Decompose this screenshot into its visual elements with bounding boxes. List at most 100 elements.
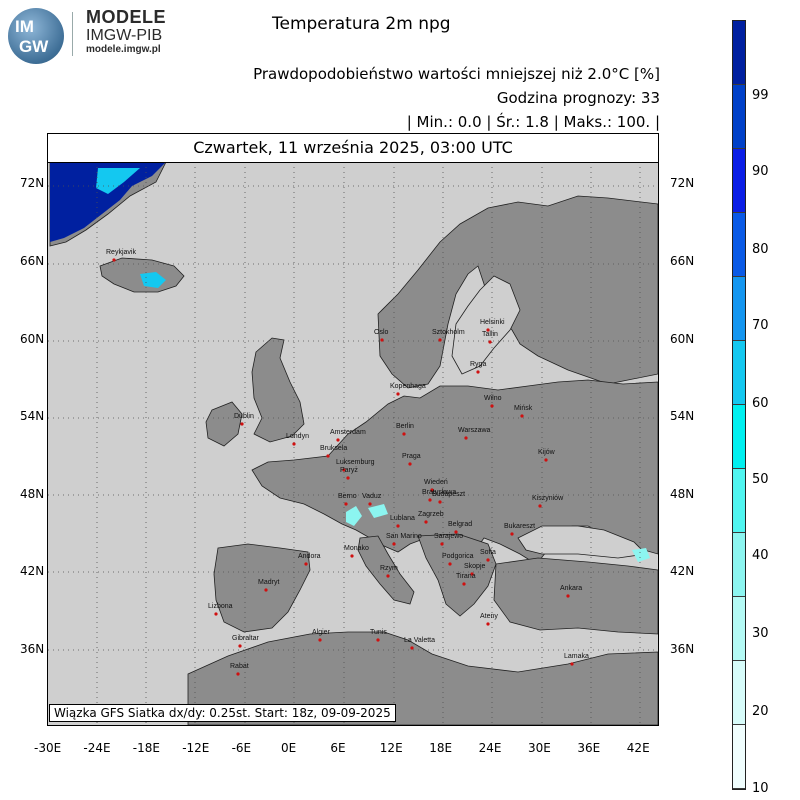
city-marker xyxy=(544,458,548,462)
city-label: Monako xyxy=(344,545,369,552)
city-label: Berno xyxy=(338,493,357,500)
city-label: Rabat xyxy=(230,663,249,670)
italy-land xyxy=(357,535,415,605)
city-marker xyxy=(408,462,412,466)
city-marker xyxy=(396,392,400,396)
city-marker xyxy=(342,468,346,472)
city-label: Berlin xyxy=(396,423,414,430)
chart-title: Temperatura 2m npg xyxy=(272,14,451,34)
scale-segment xyxy=(733,725,745,789)
probability-shading xyxy=(50,162,650,562)
scale-label: 60 xyxy=(752,396,769,411)
city-label: Wilno xyxy=(484,395,502,402)
longitude-label: -24E xyxy=(83,741,111,755)
city-label: Wiedeń xyxy=(424,479,448,486)
city-label: San Marino xyxy=(386,533,422,540)
latitude-label: 54N xyxy=(20,409,45,423)
city-marker xyxy=(520,414,524,418)
scale-segment xyxy=(733,661,745,725)
scale-label: 70 xyxy=(752,318,769,333)
city-label: Londyn xyxy=(286,433,309,440)
city-marker xyxy=(438,338,442,342)
longitude-label: 30E xyxy=(528,741,551,755)
longitude-label: 24E xyxy=(478,741,502,755)
city-marker xyxy=(424,520,428,524)
city-marker xyxy=(236,672,240,676)
scale-label: 20 xyxy=(752,704,769,719)
baltic-sea xyxy=(451,275,521,375)
city-marker xyxy=(392,542,396,546)
latitude-label: 72N xyxy=(20,176,45,190)
scale-segment xyxy=(733,469,745,533)
city-label: Lamaka xyxy=(564,653,589,660)
city-label: Oslo xyxy=(374,329,389,336)
latitude-label: 48N xyxy=(20,487,45,501)
shading-alps-west xyxy=(346,506,362,526)
city-label: Bratysława xyxy=(422,489,456,496)
scale-segment xyxy=(733,405,745,469)
logo-text-bottom: GW xyxy=(19,37,49,56)
city-label: La Valetta xyxy=(404,637,435,644)
shading-greenland-mid xyxy=(96,168,140,194)
scandinavia-land xyxy=(377,195,658,389)
city-label: Mińsk xyxy=(514,405,533,412)
city-marker xyxy=(386,574,390,578)
city-label: Algier xyxy=(312,629,331,636)
city-marker xyxy=(292,442,296,446)
city-marker xyxy=(380,338,384,342)
graticule xyxy=(48,162,658,725)
longitude-label: -6E xyxy=(231,741,252,755)
brand-url[interactable]: modele.imgw.pl xyxy=(86,44,161,55)
forecast-hour: Godzina prognozy: 33 xyxy=(496,89,660,107)
latitude-label: 36N xyxy=(20,642,45,656)
city-marker xyxy=(238,644,242,648)
turkey-land xyxy=(493,557,658,635)
scale-label: 30 xyxy=(752,626,769,641)
scale-segment xyxy=(733,341,745,405)
latitude-label: 66N xyxy=(670,254,695,268)
scale-segment xyxy=(733,597,745,661)
shading-alps-east xyxy=(368,504,388,518)
scale-label: 10 xyxy=(752,781,769,796)
color-scale-bar xyxy=(732,20,746,790)
scale-label: 50 xyxy=(752,472,769,487)
city-marker xyxy=(430,488,434,492)
city-label: Bukareszt xyxy=(504,523,535,530)
latitude-label: 48N xyxy=(670,487,695,501)
city-marker xyxy=(438,500,442,504)
city-label: Helsinki xyxy=(480,319,505,326)
scale-segment xyxy=(733,213,745,277)
longitude-label: 0E xyxy=(281,741,297,755)
city-marker xyxy=(462,582,466,586)
city-label: Skopje xyxy=(464,563,486,570)
city-marker xyxy=(566,594,570,598)
balkans-land xyxy=(417,533,497,617)
brand-name: MODELE xyxy=(86,7,167,27)
latitude-label: 42N xyxy=(20,564,45,578)
city-marker xyxy=(440,542,444,546)
scale-label: 80 xyxy=(752,242,769,257)
city-label: Podgorica xyxy=(442,553,474,560)
city-marker xyxy=(470,572,474,576)
scale-segment xyxy=(733,533,745,597)
britain-land xyxy=(251,337,305,443)
city-marker xyxy=(304,562,308,566)
city-label: Kiszyniów xyxy=(532,495,564,502)
city-label: Sztokholm xyxy=(432,329,465,336)
shading-greenland-high xyxy=(50,162,166,242)
city-marker xyxy=(486,622,490,626)
logo-text-top: IM xyxy=(15,17,34,36)
imgw-logo: IM GW xyxy=(8,8,64,64)
city-label: Bruksela xyxy=(320,445,347,452)
scale-label: 40 xyxy=(752,548,769,563)
city-label: Belgrad xyxy=(448,521,472,528)
city-marker xyxy=(344,502,348,506)
ireland-land xyxy=(205,401,243,447)
city-label: Reykjavik xyxy=(106,249,136,256)
city-label: Budapeszt xyxy=(432,491,465,498)
latitude-label: 54N xyxy=(670,409,695,423)
city-marker xyxy=(368,502,372,506)
city-label: Lublana xyxy=(390,515,415,522)
city-marker xyxy=(538,504,542,508)
city-label: Madryt xyxy=(258,579,279,586)
